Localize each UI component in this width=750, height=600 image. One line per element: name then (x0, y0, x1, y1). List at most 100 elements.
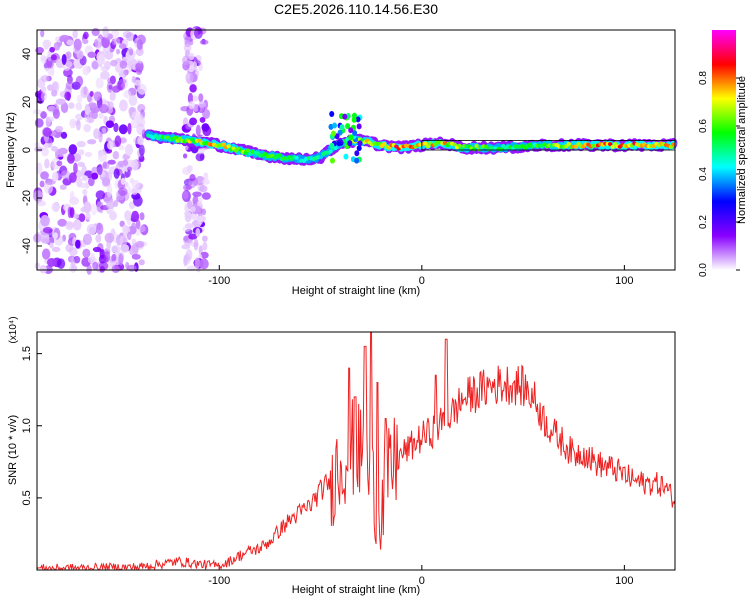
noise-speckle (91, 60, 99, 70)
noise-speckle (199, 152, 205, 161)
noise-speckle (119, 235, 128, 246)
signal-cell (355, 116, 361, 123)
noise-speckle (120, 177, 126, 185)
signal-cell (334, 133, 340, 140)
noise-speckle (59, 184, 67, 190)
noise-speckle (104, 60, 111, 70)
spectrogram-xtick-label: -100 (208, 275, 230, 287)
signal-cell (336, 140, 342, 147)
noise-speckle (202, 192, 211, 200)
noise-speckle (123, 90, 132, 99)
noise-speckle (61, 53, 67, 65)
snr-frame (37, 332, 675, 570)
signal-cell (425, 144, 431, 149)
noise-speckle (65, 221, 74, 231)
signal-cell (277, 153, 282, 158)
noise-speckle (81, 175, 89, 182)
noise-speckle (86, 224, 97, 236)
noise-speckle (40, 86, 47, 93)
noise-speckle (182, 166, 191, 176)
noise-speckle (106, 185, 113, 198)
noise-speckle (104, 50, 114, 60)
noise-speckle (202, 235, 208, 242)
spectrogram-signal (144, 111, 678, 166)
noise-speckle (78, 213, 86, 223)
colorbar-tick-label: 0.6 (698, 119, 709, 133)
noise-speckle (119, 99, 128, 112)
spectrogram-panel: -100 0 100 -40 -20 0 20 40 Height of straight l… (5, 25, 678, 297)
noise-speckle (189, 84, 197, 93)
noise-speckle (190, 213, 198, 220)
noise-speckle (55, 125, 64, 133)
noise-speckle (99, 70, 110, 80)
noise-speckle (181, 244, 191, 250)
noise-speckle (56, 160, 63, 167)
noise-speckle (53, 41, 61, 51)
noise-speckle (188, 233, 198, 240)
noise-speckle (49, 242, 54, 249)
noise-speckle (94, 38, 99, 48)
noise-speckle (60, 170, 71, 180)
noise-speckle (41, 237, 50, 244)
spectrogram-xtick-label: 0 (419, 275, 425, 287)
spectrogram-noise (32, 25, 212, 275)
noise-speckle (76, 50, 84, 60)
noise-speckle (57, 218, 67, 227)
colorbar-ticks: 0.0 0.2 0.4 0.6 0.8 (698, 71, 740, 277)
noise-speckle (188, 52, 195, 61)
noise-speckle (40, 215, 50, 227)
spectrogram-ytick-label: 20 (21, 96, 33, 108)
noise-speckle (135, 63, 143, 70)
noise-speckle (138, 225, 146, 233)
snr-multiplier: (x10⁴) (8, 316, 19, 343)
noise-speckle (66, 39, 74, 46)
signal-cell (226, 144, 231, 149)
noise-speckle (198, 93, 204, 103)
noise-speckle (109, 75, 116, 85)
noise-speckle (99, 265, 106, 273)
noise-speckle (127, 166, 133, 172)
noise-speckle (102, 26, 109, 38)
noise-speckle (137, 136, 144, 146)
signal-cell (245, 148, 251, 153)
noise-speckle (84, 111, 89, 123)
noise-speckle (36, 200, 47, 207)
noise-speckle (182, 153, 188, 159)
noise-speckle (80, 86, 89, 99)
noise-speckle (92, 246, 102, 253)
noise-speckle (115, 48, 121, 55)
noise-speckle (40, 171, 49, 180)
noise-speckle (192, 95, 199, 102)
noise-speckle (51, 89, 58, 97)
noise-speckle (51, 202, 60, 212)
noise-speckle (126, 217, 132, 226)
noise-speckle (75, 102, 83, 111)
noise-speckle (131, 111, 141, 120)
colorbar-tick-label: 0.0 (698, 263, 709, 277)
noise-speckle (136, 38, 143, 51)
noise-speckle (72, 29, 78, 39)
signal-cell (332, 122, 338, 129)
noise-speckle (112, 200, 119, 207)
signal-cell (343, 153, 349, 160)
noise-speckle (185, 249, 193, 261)
noise-speckle (194, 256, 201, 269)
noise-speckle (96, 201, 103, 213)
signal-cell (339, 124, 345, 131)
colorbar-gradient (712, 30, 736, 270)
noise-speckle (199, 258, 209, 270)
noise-speckle (87, 139, 97, 145)
signal-cell (347, 140, 353, 147)
noise-speckle (198, 245, 203, 255)
noise-speckle (185, 184, 192, 191)
noise-speckle (118, 43, 127, 49)
signal-cell (333, 146, 338, 151)
signal-cell (354, 150, 360, 157)
noise-speckle (189, 117, 198, 126)
signal-cell (471, 147, 477, 152)
signal-cell (172, 135, 178, 140)
noise-speckle (97, 53, 106, 66)
colorbar-tick-label: 0.4 (698, 167, 709, 181)
noise-speckle (91, 28, 100, 37)
